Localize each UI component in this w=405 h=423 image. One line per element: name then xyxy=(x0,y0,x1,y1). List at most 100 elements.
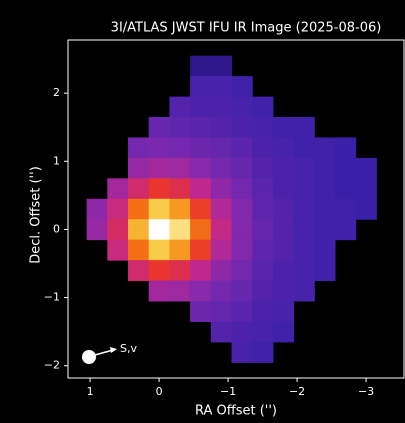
heat-cell xyxy=(107,240,128,261)
y-axis-label: Decl. Offset ('') xyxy=(29,166,44,264)
heat-cell xyxy=(294,260,315,281)
heat-cell xyxy=(107,219,128,240)
heat-cell xyxy=(169,260,190,281)
heat-cell xyxy=(190,301,211,322)
heat-cell xyxy=(211,158,232,179)
heat-cell xyxy=(211,281,232,302)
heat-cell xyxy=(273,301,294,322)
heat-cell xyxy=(169,117,190,138)
y-tick-label: −2 xyxy=(44,359,60,372)
heat-cell xyxy=(314,260,335,281)
heat-cell xyxy=(149,260,170,281)
heat-cell xyxy=(169,158,190,179)
heat-cell xyxy=(169,199,190,220)
heat-cell xyxy=(232,199,253,220)
heat-cell xyxy=(190,199,211,220)
heat-cell xyxy=(128,219,149,240)
heat-cell xyxy=(252,342,273,363)
chart: 3I/ATLAS JWST IFU IR Image (2025-08-06) … xyxy=(0,0,405,423)
heat-cell xyxy=(149,199,170,220)
heat-cell xyxy=(190,158,211,179)
y-tick-label: 1 xyxy=(53,154,60,167)
heat-cell xyxy=(107,178,128,199)
heat-cell xyxy=(128,199,149,220)
heat-cell xyxy=(294,199,315,220)
heat-cell xyxy=(128,240,149,261)
heat-cell xyxy=(273,158,294,179)
heat-cell xyxy=(149,117,170,138)
heat-cell xyxy=(252,301,273,322)
heat-cell xyxy=(87,219,108,240)
heat-cell xyxy=(252,219,273,240)
heat-cell xyxy=(169,219,190,240)
heat-cell xyxy=(190,56,211,77)
heat-cell xyxy=(211,76,232,97)
heat-cell xyxy=(335,178,356,199)
heat-cell xyxy=(252,158,273,179)
heat-cell xyxy=(273,281,294,302)
heat-cell xyxy=(128,158,149,179)
heat-cell xyxy=(190,260,211,281)
heat-cell xyxy=(211,260,232,281)
heat-cell xyxy=(294,178,315,199)
heat-cell xyxy=(294,158,315,179)
chart-title: 3I/ATLAS JWST IFU IR Image (2025-08-06) xyxy=(111,21,382,36)
heat-cell xyxy=(232,342,253,363)
heat-cell xyxy=(128,260,149,281)
heat-cell xyxy=(232,260,253,281)
heat-cell xyxy=(252,117,273,138)
heat-cell xyxy=(232,321,253,342)
x-tick-label: −2 xyxy=(289,385,305,398)
heat-cell xyxy=(190,219,211,240)
heat-cell xyxy=(314,158,335,179)
heat-cell xyxy=(252,281,273,302)
heat-cell xyxy=(128,137,149,158)
heat-cell xyxy=(252,178,273,199)
heat-cell xyxy=(232,281,253,302)
heat-cell xyxy=(211,240,232,261)
heat-cell xyxy=(294,240,315,261)
heat-cell xyxy=(232,219,253,240)
heat-cell xyxy=(87,199,108,220)
heat-cell xyxy=(190,281,211,302)
heat-cell xyxy=(190,76,211,97)
heat-cell xyxy=(294,219,315,240)
nucleus-marker xyxy=(82,350,96,364)
heat-cell xyxy=(107,199,128,220)
heat-cell xyxy=(252,97,273,118)
heat-cell xyxy=(335,219,356,240)
heat-cell xyxy=(190,117,211,138)
heat-cell xyxy=(190,137,211,158)
heat-cell xyxy=(232,117,253,138)
heat-cell xyxy=(232,178,253,199)
heat-cell xyxy=(190,178,211,199)
heat-cell xyxy=(190,240,211,261)
page: {"chart_data": { "type": "heatmap", "tit… xyxy=(0,0,405,423)
heat-cell xyxy=(232,76,253,97)
heat-cell xyxy=(356,158,377,179)
heat-cell xyxy=(252,137,273,158)
heat-cell xyxy=(273,260,294,281)
heat-cell xyxy=(232,97,253,118)
heat-cell xyxy=(294,281,315,302)
heat-cell xyxy=(211,97,232,118)
heat-cell xyxy=(273,219,294,240)
heat-cell xyxy=(149,178,170,199)
heat-cell xyxy=(356,178,377,199)
heat-cell xyxy=(169,240,190,261)
heat-cell xyxy=(314,240,335,261)
heat-cell xyxy=(169,137,190,158)
heat-cell xyxy=(190,97,211,118)
y-tick-label: 2 xyxy=(53,86,60,99)
heat-cell xyxy=(252,199,273,220)
heat-cell xyxy=(128,178,149,199)
heat-cell xyxy=(211,178,232,199)
heat-cell xyxy=(335,137,356,158)
heat-cell xyxy=(294,137,315,158)
heat-cell xyxy=(252,260,273,281)
heat-cell xyxy=(273,199,294,220)
heat-cell xyxy=(211,199,232,220)
heat-cell xyxy=(335,158,356,179)
heat-cell xyxy=(211,56,232,77)
heat-cell xyxy=(211,301,232,322)
